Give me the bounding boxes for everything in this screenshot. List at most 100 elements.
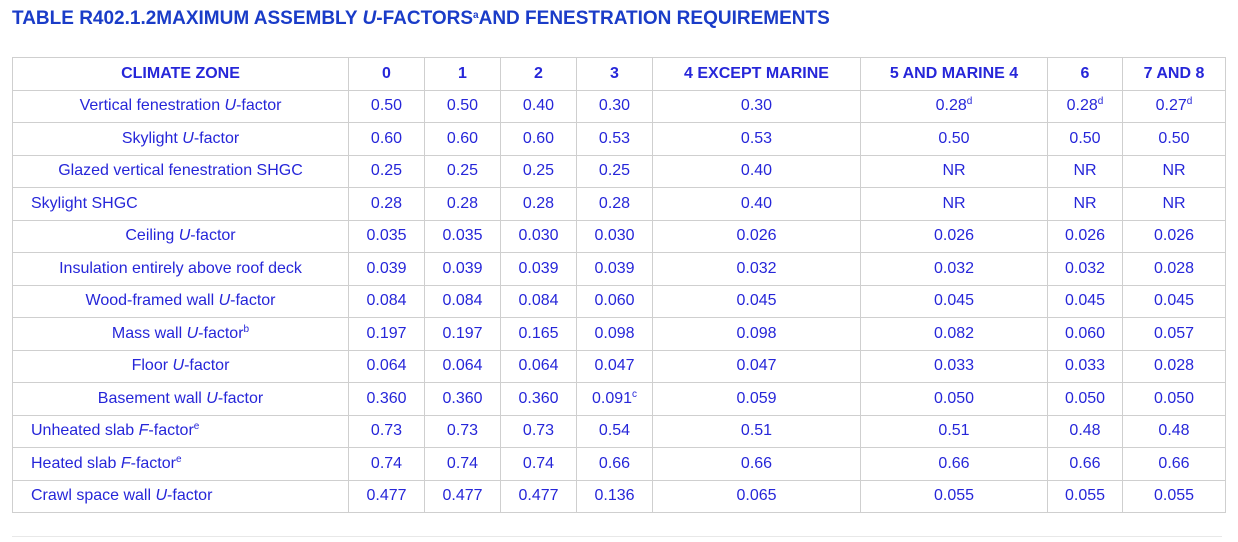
value-cell: 0.035: [424, 219, 501, 253]
text-run: Mass wall: [111, 324, 187, 342]
cell-text: 2: [534, 64, 543, 82]
value-cell: 0.53: [652, 122, 861, 156]
cell-text: 0.25: [598, 162, 631, 180]
cell-text: 0.30: [740, 97, 773, 115]
row-label: Ceiling U-factor: [12, 219, 349, 253]
column-header: 2: [500, 57, 577, 91]
value-cell: 0.039: [576, 252, 653, 286]
cell-text: 0.060: [594, 292, 635, 310]
cell-text: 0.48: [1069, 422, 1101, 440]
table-row: Insulation entirely above roof deck 0.039…: [12, 252, 1226, 286]
value-cell: 0.045: [860, 284, 1048, 318]
value-cell: 0.360: [348, 382, 425, 416]
cell-text: 0.136: [594, 487, 635, 505]
text-run: AND FENESTRATION REQUIREMENTS: [478, 8, 830, 29]
text-run: -factor: [217, 389, 264, 407]
value-cell: 0.084: [348, 284, 425, 318]
footnote-mark: b: [243, 323, 250, 335]
cell-text: 0.064: [518, 357, 559, 375]
value-cell: 0.064: [500, 349, 577, 383]
value-cell: 0.028: [1122, 349, 1226, 383]
value-cell: 0.477: [424, 479, 501, 513]
cell-text: 0.057: [1153, 324, 1195, 342]
value-cell: 0.66: [576, 447, 653, 481]
cell-text: NR: [942, 194, 966, 212]
cell-text: 0.026: [1064, 227, 1106, 245]
cell-text: NR: [942, 162, 966, 180]
text-run: -factor: [167, 487, 213, 505]
cell-text: 0.60: [522, 129, 555, 147]
text-run: U: [362, 8, 377, 29]
value-cell: 0.035: [348, 219, 425, 253]
value-cell: 0.136: [576, 479, 653, 513]
value-cell: NR: [1122, 154, 1226, 188]
value-cell: 0.065: [652, 479, 861, 513]
text-run: Basement wall: [97, 389, 207, 407]
value-cell: NR: [1047, 187, 1123, 221]
text-run: Crawl space wall: [31, 487, 156, 505]
cell-text: 3: [610, 64, 619, 82]
cell-text: 0.028: [1153, 259, 1195, 277]
value-cell: 0.039: [424, 252, 501, 286]
value-cell: 0.197: [348, 317, 425, 351]
value-cell: 0.51: [652, 414, 861, 448]
cell-text: 0.50: [446, 97, 479, 115]
value-cell: 0.360: [424, 382, 501, 416]
cell-text: 0.73: [522, 422, 555, 440]
value-cell: 0.28d: [860, 89, 1048, 123]
cell-text: 0.477: [518, 487, 559, 505]
cell-text: 0.74: [522, 454, 555, 472]
value-cell: 0.40: [500, 89, 577, 123]
cell-text: 0.40: [522, 97, 555, 115]
value-cell: NR: [860, 187, 1048, 221]
cell-text: 0.66: [1069, 454, 1101, 472]
value-cell: 0.064: [424, 349, 501, 383]
value-cell: 0.50: [348, 89, 425, 123]
text-run: U: [178, 227, 191, 245]
value-cell: 0.091c: [576, 382, 653, 416]
table-row: Skylight SHGC 0.28 0.28 0.28 0.28 0.40 NR NR NR: [12, 187, 1226, 221]
table-row: Heated slab F-factore 0.74 0.74 0.74 0.66 0.6…: [12, 447, 1226, 481]
cell-text: 0.66: [938, 454, 970, 472]
cell-text: 0.045: [736, 292, 777, 310]
cell-text: 0.082: [933, 324, 975, 342]
table-body: Vertical fenestration U-factor 0.50 0.50 0.…: [12, 89, 1226, 513]
row-label: Heated slab F-factore: [12, 447, 349, 481]
text-run: U: [206, 389, 218, 407]
value-cell: 0.045: [1047, 284, 1123, 318]
cell-text: 0.055: [1064, 487, 1106, 505]
text-run: -factor: [198, 324, 244, 342]
value-cell: 0.48: [1122, 414, 1226, 448]
cell-text: 0.73: [446, 422, 479, 440]
text-run: U: [155, 487, 168, 505]
value-cell: 0.064: [348, 349, 425, 383]
cell-text: 0.098: [736, 324, 777, 342]
value-cell: 0.033: [1047, 349, 1123, 383]
cell-text: 0: [382, 64, 391, 82]
cell-text: 0.477: [442, 487, 483, 505]
text-run: TABLE R402.1.2MAXIMUM ASSEMBLY: [12, 8, 363, 29]
cell-text: 0.28: [522, 194, 555, 212]
text-run: F: [120, 454, 131, 472]
value-cell: 0.082: [860, 317, 1048, 351]
table-row: Floor U-factor 0.064 0.064 0.064 0.047 0.047 0…: [12, 349, 1226, 383]
row-label: Vertical fenestration U-factor: [12, 89, 349, 123]
column-header: 0: [348, 57, 425, 91]
value-cell: 0.74: [348, 447, 425, 481]
footnote-mark: d: [1186, 96, 1193, 108]
cell-text: 0.030: [518, 227, 559, 245]
cell-text: 0.050: [1064, 389, 1106, 407]
value-cell: 0.27d: [1122, 89, 1226, 123]
text-run: -factor: [184, 357, 230, 375]
value-cell: NR: [860, 154, 1048, 188]
text-run: -factor: [148, 422, 194, 440]
value-cell: 0.60: [500, 122, 577, 156]
cell-text: 0.25: [522, 162, 555, 180]
value-cell: 0.045: [1122, 284, 1226, 318]
text-run: Floor: [131, 357, 173, 375]
cell-text: 0.033: [1064, 357, 1106, 375]
cell-text: 0.54: [598, 422, 631, 440]
cell-text: 0.25: [370, 162, 403, 180]
cell-text: 0.165: [518, 324, 559, 342]
